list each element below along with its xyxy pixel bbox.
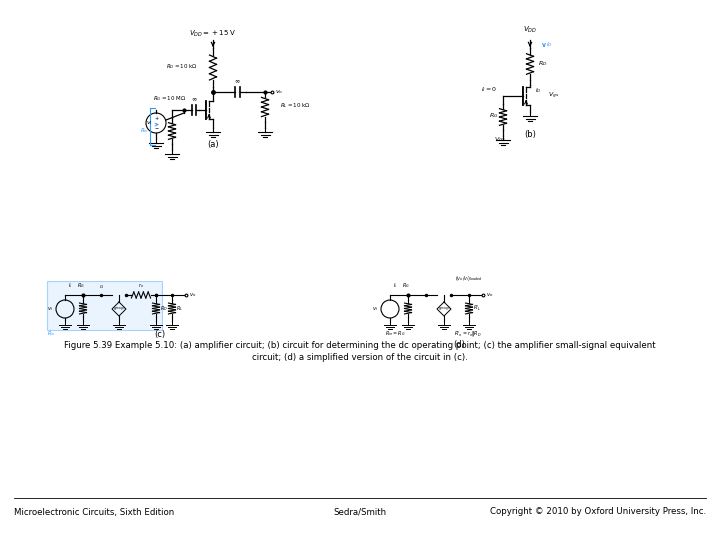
Text: (d): (d) — [453, 340, 465, 348]
Text: $R_D$: $R_D$ — [160, 304, 168, 313]
Text: $r_o$: $r_o$ — [138, 281, 144, 290]
FancyBboxPatch shape — [47, 281, 162, 330]
Text: $V_{gs}$: $V_{gs}$ — [548, 91, 559, 101]
Text: $R_{in}$: $R_{in}$ — [47, 329, 55, 339]
Text: (b): (b) — [524, 131, 536, 139]
Text: $V_{DD}$: $V_{DD}$ — [523, 25, 537, 35]
Text: $R_{in}$: $R_{in}$ — [140, 126, 149, 135]
Text: $v_i$: $v_i$ — [372, 305, 378, 313]
Text: Sedra/Smith: Sedra/Smith — [333, 508, 387, 516]
Text: Copyright © 2010 by Oxford University Press, Inc.: Copyright © 2010 by Oxford University Pr… — [490, 508, 706, 516]
Text: $R_G=10\ \mathrm{M\Omega}$: $R_G=10\ \mathrm{M\Omega}$ — [153, 94, 186, 103]
Text: $R'_L$: $R'_L$ — [473, 304, 482, 313]
Text: $\infty$: $\infty$ — [234, 79, 240, 85]
Text: $g_m v_{gs}$: $g_m v_{gs}$ — [113, 305, 125, 313]
Text: Microelectronic Circuits, Sixth Edition: Microelectronic Circuits, Sixth Edition — [14, 508, 174, 516]
Text: $R'_o=r_o\|R_D$: $R'_o=r_o\|R_D$ — [454, 329, 482, 339]
Text: $v_i$: $v_i$ — [47, 305, 53, 313]
Text: $R_G$: $R_G$ — [77, 281, 85, 290]
Text: $R_G$: $R_G$ — [402, 281, 410, 290]
Text: $+$: $+$ — [154, 114, 160, 122]
Text: $V_{GS}$: $V_{GS}$ — [494, 136, 506, 144]
Text: $R_{in}=R_G$: $R_{in}=R_G$ — [385, 329, 405, 339]
Text: $I_i=0$: $I_i=0$ — [481, 85, 497, 94]
Text: $I_i$: $I_i$ — [68, 281, 72, 290]
Text: $\infty$: $\infty$ — [191, 97, 197, 103]
Text: $R_D=10\ \mathrm{k\Omega}$: $R_D=10\ \mathrm{k\Omega}$ — [166, 63, 198, 71]
Text: circuit; (d) a simplified version of the circuit in (c).: circuit; (d) a simplified version of the… — [252, 353, 468, 361]
Text: $R_L$: $R_L$ — [176, 304, 183, 313]
Text: $R_D$: $R_D$ — [538, 59, 547, 69]
Text: $(v_o/v_i)_{\rm loaded}$: $(v_o/v_i)_{\rm loaded}$ — [455, 274, 483, 283]
Text: (a): (a) — [207, 139, 219, 148]
Text: $G$: $G$ — [99, 283, 104, 290]
Text: $I_D$: $I_D$ — [546, 40, 553, 50]
Text: $v_o$: $v_o$ — [275, 88, 283, 96]
Text: $g_m v_{gs}$: $g_m v_{gs}$ — [438, 305, 450, 313]
Text: $v_o$: $v_o$ — [486, 291, 493, 299]
Text: $V_{DD}=+15\ \mathrm{V}$: $V_{DD}=+15\ \mathrm{V}$ — [189, 29, 237, 39]
Text: $R_G$: $R_G$ — [490, 112, 499, 120]
Text: $I_i$: $I_i$ — [393, 281, 397, 290]
Text: $-$: $-$ — [154, 125, 160, 131]
Text: (c): (c) — [154, 329, 166, 339]
Text: $I_D$: $I_D$ — [535, 86, 541, 96]
Text: Figure 5.39 Example 5.10: (a) amplifier circuit; (b) circuit for determining the: Figure 5.39 Example 5.10: (a) amplifier … — [64, 341, 656, 349]
Text: $R_L=10\ \mathrm{k\Omega}$: $R_L=10\ \mathrm{k\Omega}$ — [280, 102, 311, 111]
Text: $v_o$: $v_o$ — [189, 291, 197, 299]
Text: $v_i$: $v_i$ — [146, 119, 153, 127]
